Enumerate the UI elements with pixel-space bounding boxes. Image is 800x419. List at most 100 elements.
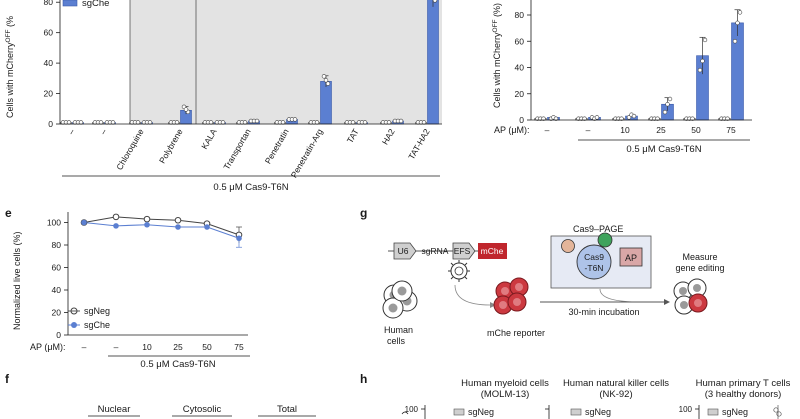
peptide-green-icon xyxy=(597,232,613,248)
legend-swatch-sgche xyxy=(62,0,78,7)
ap-label: AP (μM): xyxy=(30,342,66,352)
bar-sgche xyxy=(731,22,744,121)
replicate-dot xyxy=(432,0,438,3)
title-tcell-1: Human primary T cells xyxy=(696,378,791,389)
point-sgche xyxy=(113,223,119,229)
y-tick-label: 40 xyxy=(52,285,62,295)
y-tick-label: 80 xyxy=(515,10,525,20)
y-tick-label: 0 xyxy=(48,119,53,129)
mche-reporter-cells-icon xyxy=(493,277,529,315)
u6-promoter-arrow xyxy=(393,242,417,260)
bar-sgche xyxy=(320,81,332,125)
measure-label-2: gene editing xyxy=(675,263,724,273)
condition-label: 0.5 μM Cas9-T6N xyxy=(626,144,701,155)
y-axis-ticks: 0 20 40 60 80 100 xyxy=(47,218,68,340)
x-tick-label: – xyxy=(66,127,77,136)
title-myeloid-2: (MOLM-13) xyxy=(481,389,530,400)
incubation-arrow-curve xyxy=(599,288,641,303)
y-tick-label: 100 xyxy=(47,218,61,228)
x-tick-label: Transportan xyxy=(221,127,253,172)
panel-b: Cells with mCherryOFF (%) 0 20 40 60 80 AP (… xyxy=(492,0,752,155)
replicate-dot xyxy=(325,81,331,86)
point-sgneg xyxy=(112,213,120,221)
cas9-label-2: -T6N xyxy=(585,263,604,273)
title-tcell-2: (3 healthy donors) xyxy=(705,389,782,400)
header-cytosolic: Cytosolic xyxy=(183,404,222,415)
replicate-dot xyxy=(398,118,404,124)
header-nuclear: Nuclear xyxy=(98,404,131,415)
x-tick-label: Polybrene xyxy=(157,127,185,165)
y-tick-label: 20 xyxy=(44,89,54,99)
legend-label-sgneg: sgNeg xyxy=(84,306,110,316)
panel-letter-h: h xyxy=(360,372,367,386)
human-cells-label-1: Human xyxy=(384,325,413,335)
title-nk-2: (NK-92) xyxy=(599,389,632,400)
edited-cells-icon xyxy=(673,278,708,315)
y-tick-label: 60 xyxy=(52,263,62,273)
y-tick-label: 20 xyxy=(515,89,525,99)
replicate-dot xyxy=(631,113,637,119)
bar-sgche xyxy=(427,0,439,125)
panel-f: f Nuclear Cytosolic Total xyxy=(5,372,316,417)
bars xyxy=(534,9,744,121)
ap-value: – xyxy=(545,125,550,135)
ap-value: 50 xyxy=(691,125,701,135)
measure-label-1: Measure xyxy=(682,252,717,262)
x-tick-label: Penetratin xyxy=(263,127,291,166)
x-tick-label: KALA xyxy=(199,127,219,151)
y-tick-label: 80 xyxy=(44,0,54,7)
y-tick-label: 0 xyxy=(519,115,524,125)
replicate-dot xyxy=(323,78,329,83)
ap-value: 25 xyxy=(173,342,183,352)
point-sgche xyxy=(204,224,210,230)
mche-label: mChe xyxy=(481,246,504,256)
replicate-dot xyxy=(667,96,673,102)
ytick-100-1: 100 xyxy=(405,405,419,414)
replicate-dot xyxy=(665,102,670,107)
y-axis-label: Cells with mCherryOFF (% xyxy=(5,16,16,118)
ap-values: – – 10 25 50 75 xyxy=(545,125,736,135)
point-sgche xyxy=(81,219,87,226)
panel-g: g U6 sgRNA EFS mChe Human cells xyxy=(360,206,725,346)
transduction-arrowhead xyxy=(490,302,496,308)
panel-letter-f: f xyxy=(5,372,10,386)
panel-a: sgChe Cells with mCherryOFF (% 0 20 40 60 80… xyxy=(5,0,442,193)
ap-label: AP xyxy=(625,253,637,263)
panel-letter-g: g xyxy=(360,206,367,220)
legend-swatch-sgneg-2 xyxy=(570,408,582,416)
cas9-protein-icon xyxy=(576,244,612,280)
point-sgneg xyxy=(174,216,182,224)
replicate-dot xyxy=(594,115,600,120)
ap-value: – xyxy=(586,125,591,135)
legend-swatch-sgneg-3 xyxy=(707,408,719,416)
efs-promoter-arrow xyxy=(452,242,476,260)
y-axis-label: Normalized live cells (%) xyxy=(12,231,22,330)
legend-label-sgche: sgChe xyxy=(84,320,110,330)
ap-value: – xyxy=(114,342,119,352)
cas9-label-1: Cas9 xyxy=(584,252,604,262)
point-sgche xyxy=(175,224,181,230)
condition-label: 0.5 μM Cas9-T6N xyxy=(140,359,215,370)
y-axis-ticks: 0 20 40 60 80 xyxy=(44,0,60,129)
replicate-dot xyxy=(321,74,327,79)
x-tick-label: TAT xyxy=(345,127,361,145)
ytick-100-3: 100 xyxy=(679,405,693,414)
y-tick-label: 60 xyxy=(44,28,54,38)
sgrna-label: sgRNA xyxy=(422,246,449,256)
ap-label: AP (μM): xyxy=(494,125,530,135)
mche-block xyxy=(478,243,507,259)
replicate-dot xyxy=(183,107,189,112)
ap-value: – xyxy=(82,342,87,352)
legend-label-sgche: sgChe xyxy=(82,0,109,9)
bars xyxy=(60,0,439,125)
x-tick-label: HA2 xyxy=(380,127,397,147)
incubation-arrowhead xyxy=(664,299,670,305)
replicate-dot xyxy=(732,39,738,44)
point-sgneg xyxy=(143,215,151,223)
panel-e: e Normalized live cells (%) 020406080100… xyxy=(5,206,250,370)
cas9-page-label: Cas9–PAGE xyxy=(573,224,623,234)
x-tick-label: Penetratin-Arg xyxy=(289,127,325,180)
human-cells-label-2: cells xyxy=(387,336,406,346)
y-tick-label: 40 xyxy=(44,58,54,68)
ap-value: 75 xyxy=(726,125,736,135)
